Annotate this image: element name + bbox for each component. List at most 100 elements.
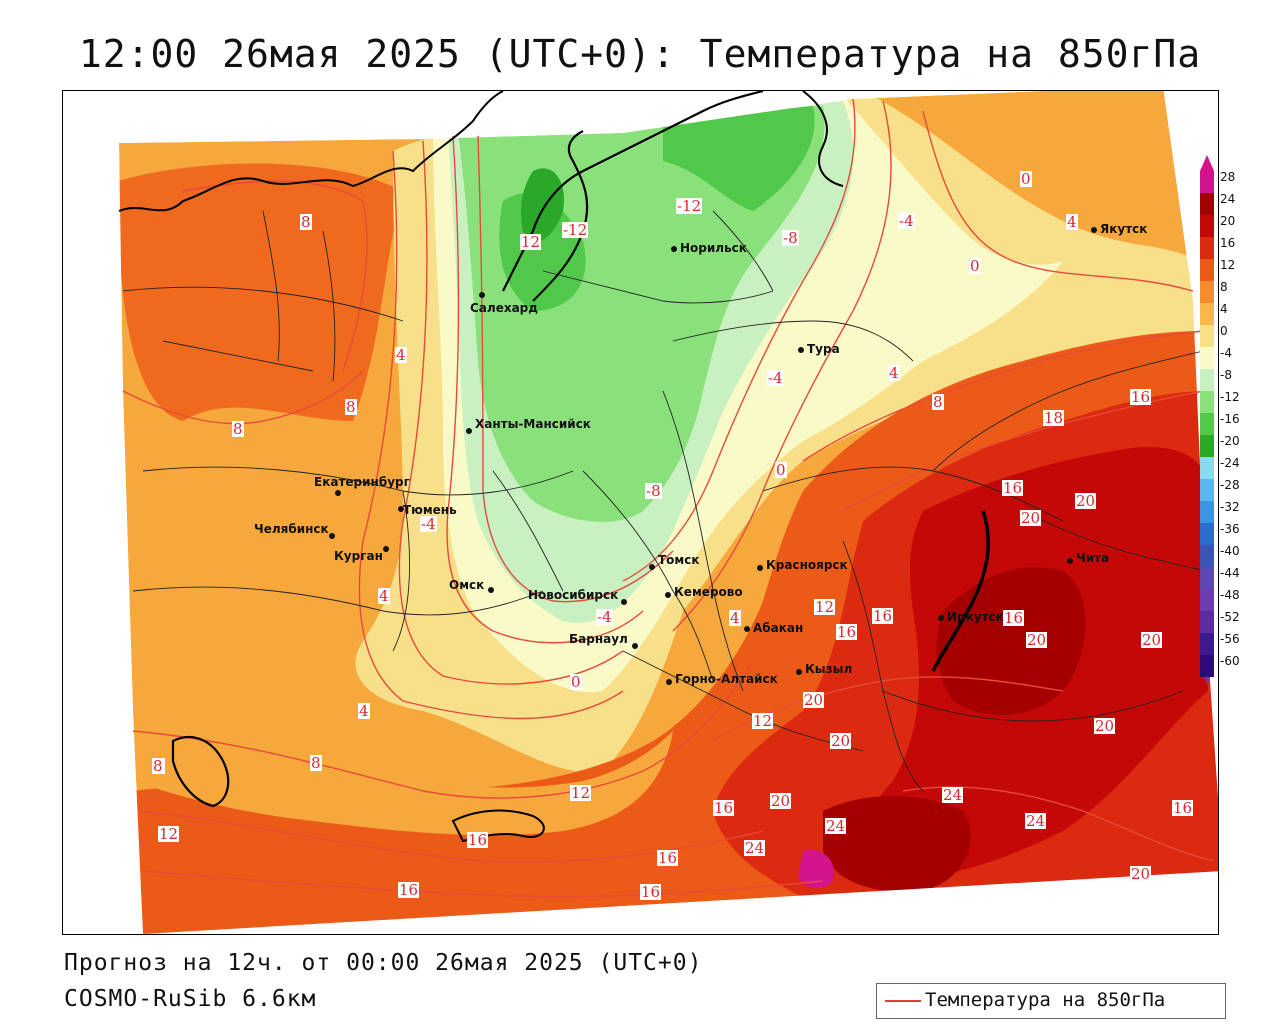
colorbar-label: -4: [1220, 346, 1232, 360]
contour-label: -4: [898, 212, 915, 230]
contour-label: 20: [1130, 865, 1152, 883]
city-dot: [1091, 227, 1097, 233]
city-label: Иркутск: [947, 610, 1004, 624]
colorbar-swatch: [1200, 435, 1214, 457]
colorbar-swatch: [1200, 193, 1214, 215]
contour-label: 4: [1066, 213, 1078, 231]
city-label: Красноярск: [766, 558, 848, 572]
city-dot: [329, 533, 335, 539]
contour-label: 20: [1094, 717, 1116, 735]
city-label: Салехард: [470, 301, 538, 315]
city-dot: [671, 246, 677, 252]
colorbar-label: -44: [1220, 566, 1240, 580]
city-label: Курган: [334, 549, 383, 563]
colorbar-swatch: [1200, 171, 1214, 193]
city-dot: [335, 490, 341, 496]
contour-label: 12: [520, 233, 542, 251]
forecast-info: Прогноз на 12ч. от 00:00 26мая 2025 (UTC…: [64, 950, 703, 976]
temperature-map: [63, 91, 1218, 934]
colorbar-swatch: [1200, 655, 1214, 677]
contour-label: 16: [1172, 799, 1194, 817]
city-dot: [383, 546, 389, 552]
colorbar-swatch: [1200, 633, 1214, 655]
contour-label: 20: [1026, 631, 1048, 649]
city-dot: [398, 506, 404, 512]
map-title: 12:00 26мая 2025 (UTC+0): Температура на…: [78, 32, 1202, 76]
colorbar-label: -20: [1220, 434, 1240, 448]
contour-label: 8: [232, 420, 244, 438]
city-label: Омск: [449, 578, 485, 592]
city-dot: [744, 626, 750, 632]
contour-label: 20: [1075, 492, 1097, 510]
contour-label: 24: [942, 786, 964, 804]
contour-label: 16: [713, 799, 735, 817]
contour-label: 20: [1141, 631, 1163, 649]
contour-label: -12: [676, 197, 703, 215]
city-label: Кемерово: [674, 585, 743, 599]
model-name: COSMO-RuSib 6.6км: [64, 986, 317, 1012]
city-dot: [798, 347, 804, 353]
city-dot: [938, 615, 944, 621]
city-dot: [466, 428, 472, 434]
city-dot: [796, 669, 802, 675]
colorbar-swatch: [1200, 523, 1214, 545]
contour-label: 8: [345, 398, 357, 416]
colorbar-swatch: [1200, 259, 1214, 281]
colorbar-label: -12: [1220, 390, 1240, 404]
contour-label: 16: [872, 607, 894, 625]
city-label: Екатеринбург: [314, 475, 410, 489]
contour-label: 18: [1043, 409, 1065, 427]
colorbar-label: -52: [1220, 610, 1240, 624]
colorbar-swatch: [1200, 303, 1214, 325]
city-dot: [666, 679, 672, 685]
colorbar-swatch: [1200, 457, 1214, 479]
city-label: Горно-Алтайск: [675, 672, 778, 686]
contour-label: 4: [378, 587, 390, 605]
contour-label: -4: [767, 369, 784, 387]
city-dot: [665, 592, 671, 598]
colorbar-swatch: [1200, 347, 1214, 369]
contour-label: 0: [775, 461, 787, 479]
contour-label: 16: [467, 831, 489, 849]
city-dot: [488, 587, 494, 593]
city-label: Кызыл: [805, 662, 853, 676]
city-dot: [632, 643, 638, 649]
contour-label: 8: [152, 757, 164, 775]
contour-label: 4: [358, 702, 370, 720]
colorbar-label: -32: [1220, 500, 1240, 514]
colorbar-label: 16: [1220, 236, 1236, 250]
contour-label: 24: [1025, 812, 1047, 830]
temperature-contours: [122, 98, 1214, 898]
contour-label: 24: [744, 839, 766, 857]
city-label: Тюмень: [403, 503, 457, 517]
contour-label: 12: [752, 712, 774, 730]
colorbar-swatch: [1200, 567, 1214, 589]
contour-label: 8: [932, 393, 944, 411]
city-label: Челябинск: [254, 522, 329, 536]
contour-label: 12: [814, 598, 836, 616]
contour-label: 12: [158, 825, 180, 843]
colorbar-label: -8: [1220, 368, 1232, 382]
city-dot: [757, 565, 763, 571]
contour-label: 0: [1020, 170, 1032, 188]
contour-label: -12: [562, 221, 589, 239]
contour-label: 24: [825, 817, 847, 835]
city-dot: [479, 292, 485, 298]
colorbar-swatch: [1200, 215, 1214, 237]
contour-label: 8: [300, 213, 312, 231]
colorbar-label: 8: [1220, 280, 1228, 294]
colorbar-swatch: [1200, 369, 1214, 391]
colorbar-label: -56: [1220, 632, 1240, 646]
colorbar-swatch: [1200, 237, 1214, 259]
contour-label: 16: [836, 623, 858, 641]
colorbar-label: -48: [1220, 588, 1240, 602]
city-label: Томск: [658, 553, 700, 567]
city-dot: [649, 564, 655, 570]
colorbar-label: -28: [1220, 478, 1240, 492]
colorbar-label: 12: [1220, 258, 1236, 272]
city-dot: [621, 599, 627, 605]
colorbar-swatch: [1200, 589, 1214, 611]
colorbar-top-arrow: [1200, 155, 1214, 171]
city-label: Тура: [807, 342, 840, 356]
colorbar-swatch: [1200, 501, 1214, 523]
